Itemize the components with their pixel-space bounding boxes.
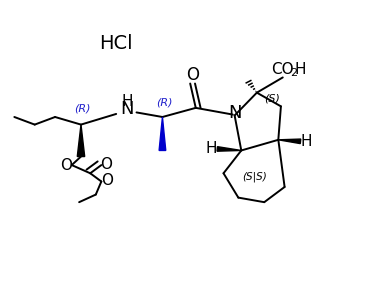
Text: O: O	[101, 157, 113, 172]
Text: HCl: HCl	[99, 34, 133, 53]
Text: (S|S): (S|S)	[242, 171, 267, 181]
Text: H: H	[295, 62, 306, 77]
Text: N: N	[120, 100, 134, 119]
Polygon shape	[278, 139, 301, 144]
Text: O: O	[186, 66, 199, 84]
Text: CO: CO	[272, 62, 294, 77]
Polygon shape	[77, 125, 85, 157]
Text: O: O	[101, 173, 113, 188]
Text: (R): (R)	[156, 97, 173, 107]
Text: O: O	[60, 157, 72, 173]
Polygon shape	[159, 117, 166, 150]
Text: (R): (R)	[74, 104, 90, 114]
Text: N: N	[228, 104, 241, 122]
Text: (S): (S)	[264, 94, 280, 104]
Text: H: H	[205, 142, 217, 157]
Text: H: H	[122, 94, 133, 109]
Text: 2: 2	[290, 68, 297, 78]
Text: H: H	[300, 134, 312, 149]
Polygon shape	[217, 147, 241, 151]
